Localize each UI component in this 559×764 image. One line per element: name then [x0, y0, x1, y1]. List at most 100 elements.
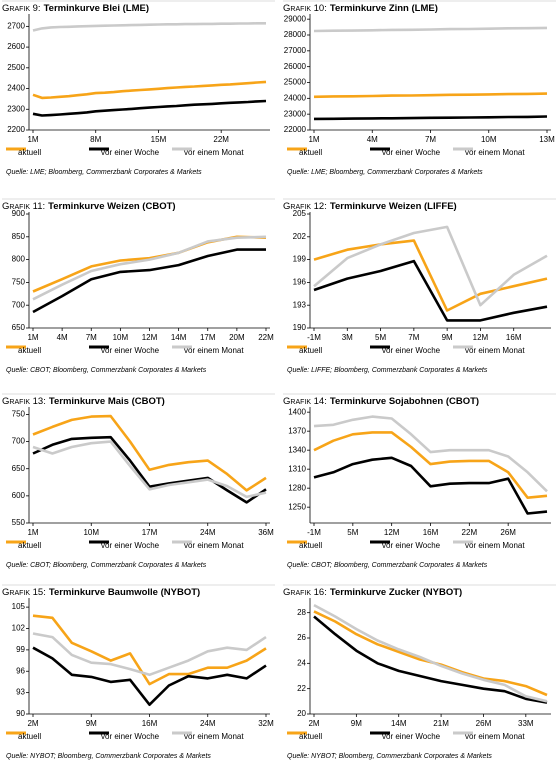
title-label: Grafik 13:: [2, 396, 46, 407]
x-tick-label: 10M: [83, 528, 99, 537]
y-tick-label: 2300: [7, 104, 25, 113]
x-tick-label: 1M: [308, 135, 319, 144]
series-line: [313, 431, 548, 499]
y-tick-label: 26000: [284, 62, 307, 71]
x-tick-label: 5M: [375, 333, 386, 342]
y-tick-label: 700: [12, 300, 26, 309]
chart-title: Grafik 12: Terminkurve Weizen (LIFFE): [283, 201, 457, 212]
y-tick-label: 27000: [284, 46, 307, 55]
y-tick-label: 550: [12, 518, 26, 527]
title-text: Terminkurve Weizen (CBOT): [48, 201, 175, 212]
source-note: Quelle: NYBOT; Bloomberg, Commerzbank Co…: [287, 753, 492, 760]
x-tick-label: 20M: [229, 333, 245, 342]
chart-title: Grafik 13: Terminkurve Mais (CBOT): [2, 396, 165, 407]
series-line: [32, 414, 267, 492]
source-note: Quelle: LME; Bloomberg, Commerzbank Corp…: [287, 169, 483, 176]
y-tick-label: 196: [293, 278, 307, 287]
x-tick-label: 17M: [200, 333, 216, 342]
y-tick-label: 1370: [288, 426, 306, 435]
series-line: [313, 92, 548, 99]
title-label: Grafik 14:: [283, 396, 327, 407]
y-tick-label: 29000: [284, 14, 307, 23]
x-tick-label: 12M: [142, 333, 158, 342]
y-tick-label: 199: [293, 255, 307, 264]
y-tick-label: 105: [12, 602, 26, 611]
y-tick-label: 25000: [284, 78, 307, 87]
y-tick-label: 190: [293, 323, 307, 332]
legend-label: vor einer Woche: [382, 148, 441, 157]
legend-label: vor einem Monat: [465, 346, 525, 355]
series-line: [32, 99, 267, 117]
y-tick-label: 23000: [284, 109, 307, 118]
y-tick-label: 90: [16, 709, 25, 718]
y-tick-label: 1340: [288, 445, 306, 454]
title-label: Grafik 16:: [283, 587, 327, 598]
legend-label: vor einem Monat: [465, 541, 525, 550]
y-tick-label: 26: [297, 633, 306, 642]
source-note: Quelle: CBOT; Bloomberg, Commerzbank Cor…: [287, 562, 488, 569]
x-tick-label: 1M: [27, 333, 38, 342]
y-tick-label: 193: [293, 300, 307, 309]
title-label: Grafik 15:: [2, 587, 46, 598]
series-line: [313, 456, 548, 515]
x-tick-label: 2M: [308, 719, 319, 728]
y-tick-label: 2700: [7, 21, 25, 30]
x-tick-label: 21M: [433, 719, 449, 728]
y-tick-label: 202: [293, 232, 307, 241]
legend-label: aktuell: [299, 148, 322, 157]
source-note: Quelle: NYBOT; Bloomberg, Commerzbank Co…: [6, 753, 211, 760]
title-text: Terminkurve Blei (LME): [44, 3, 149, 14]
series-line: [32, 614, 267, 686]
series-line: [313, 115, 548, 121]
x-tick-label: 12M: [473, 333, 489, 342]
x-tick-label: 16M: [506, 333, 522, 342]
x-tick-label: 3M: [342, 333, 353, 342]
series-line: [313, 259, 548, 322]
y-tick-label: 2400: [7, 84, 25, 93]
x-tick-label: 9M: [86, 719, 97, 728]
y-tick-label: 1400: [288, 407, 306, 416]
legend-label: aktuell: [299, 541, 322, 550]
x-tick-label: 16M: [423, 528, 439, 537]
series-line: [313, 26, 548, 33]
source-note: Quelle: LME; Bloomberg, Commerzbank Corp…: [6, 169, 202, 176]
y-tick-label: 2500: [7, 63, 25, 72]
y-tick-label: 750: [12, 410, 26, 419]
legend-label: aktuell: [299, 346, 322, 355]
y-tick-label: 93: [16, 688, 25, 697]
title-text: Terminkurve Zinn (LME): [330, 3, 438, 14]
title-text: Terminkurve Mais (CBOT): [49, 396, 165, 407]
y-tick-label: 205: [293, 209, 307, 218]
x-tick-label: 5M: [347, 528, 358, 537]
x-tick-label: 14M: [391, 719, 407, 728]
source-note: Quelle: CBOT; Bloomberg, Commerzbank Cor…: [6, 562, 207, 569]
legend-label: aktuell: [18, 148, 41, 157]
x-tick-label: 24M: [200, 528, 216, 537]
y-tick-label: 22000: [284, 125, 307, 134]
chart-title: Grafik 14: Terminkurve Sojabohnen (CBOT): [283, 396, 479, 407]
legend-label: vor einer Woche: [382, 541, 441, 550]
y-tick-label: 28: [297, 608, 306, 617]
x-tick-label: 17M: [142, 528, 158, 537]
y-tick-label: 2600: [7, 42, 25, 51]
legend-label: vor einer Woche: [101, 148, 160, 157]
legend-label: vor einem Monat: [184, 541, 244, 550]
x-tick-label: 32M: [258, 719, 274, 728]
y-tick-label: 900: [12, 209, 26, 218]
series-line: [32, 440, 267, 499]
legend-label: aktuell: [18, 346, 41, 355]
y-tick-label: 1250: [288, 502, 306, 511]
y-tick-label: 102: [12, 624, 26, 633]
x-tick-label: 10M: [481, 135, 497, 144]
x-tick-label: 15M: [151, 135, 167, 144]
series-line: [32, 646, 267, 706]
x-tick-label: 14M: [171, 333, 187, 342]
x-tick-label: 8M: [90, 135, 101, 144]
series-line: [313, 603, 548, 703]
legend-label: vor einer Woche: [101, 541, 160, 550]
x-tick-label: 24M: [200, 719, 216, 728]
chart-title: Grafik 15: Terminkurve Baumwolle (NYBOT): [2, 587, 200, 598]
series-line: [313, 239, 548, 312]
series-line: [32, 80, 267, 100]
